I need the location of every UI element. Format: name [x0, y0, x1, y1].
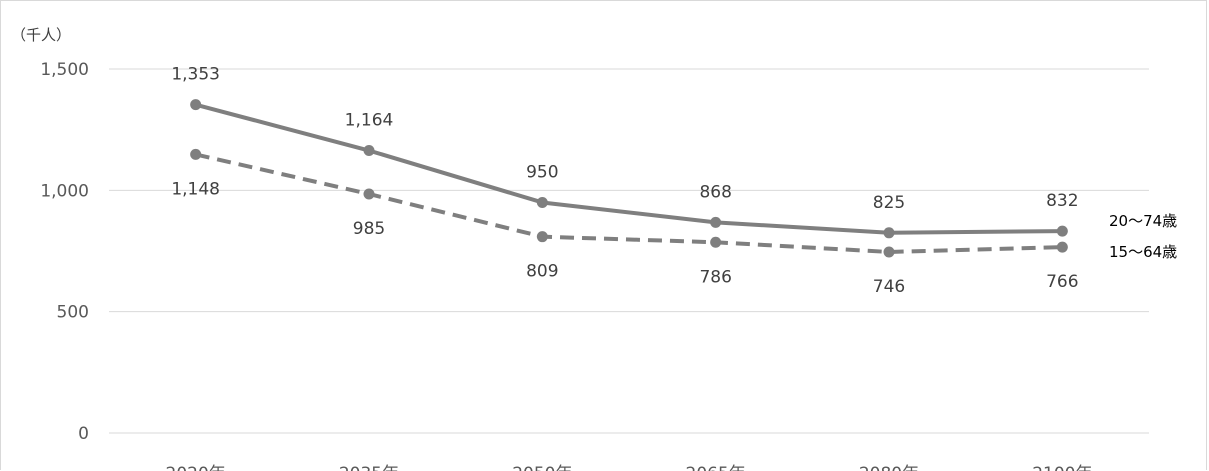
data-label: 868 [699, 182, 731, 202]
data-point [190, 99, 202, 111]
x-tick-label: 2050年 [512, 464, 572, 471]
data-point [710, 236, 722, 248]
y-tick-label: 500 [57, 303, 89, 323]
legend: 20～74歳 15～64歳 [1109, 212, 1177, 261]
data-label: 1,353 [171, 65, 220, 85]
data-point [883, 227, 895, 239]
data-point [363, 145, 375, 157]
y-axis-ticks: 0 500 1,000 1,500 [40, 60, 89, 444]
data-label: 766 [1046, 272, 1078, 292]
x-axis-ticks: 2020年 2035年 2050年 2065年 2080年 2100年 [166, 464, 1093, 471]
y-unit-label: （千人） [11, 26, 71, 44]
data-label: 809 [526, 262, 558, 282]
y-tick-label: 1,500 [40, 60, 89, 80]
y-tick-label: 0 [78, 424, 89, 444]
data-point [536, 231, 548, 243]
data-point [1056, 241, 1068, 253]
data-label: 825 [873, 193, 905, 213]
x-tick-label: 2020年 [166, 464, 226, 471]
data-label: 832 [1046, 191, 1078, 211]
data-label: 950 [526, 162, 558, 182]
data-label: 746 [873, 277, 905, 297]
data-point [536, 196, 548, 208]
data-point [883, 246, 895, 258]
x-tick-label: 2080年 [859, 464, 919, 471]
data-labels: 1,353 1,164 950 868 825 832 1,148 985 809 786 746 7… [171, 65, 1078, 297]
legend-entry: 15～64歳 [1109, 243, 1177, 261]
legend-entry: 20～74歳 [1109, 212, 1177, 230]
data-label: 1,164 [345, 111, 394, 131]
x-tick-label: 2035年 [339, 464, 399, 471]
data-point [363, 188, 375, 200]
data-label: 1,148 [171, 179, 220, 199]
data-point [710, 216, 722, 228]
gridlines [109, 68, 1149, 434]
data-point [1056, 225, 1068, 237]
data-point [190, 148, 202, 160]
x-tick-label: 2065年 [686, 464, 746, 471]
y-tick-label: 1,000 [40, 181, 89, 201]
data-label: 786 [699, 267, 731, 287]
series-line-1 [195, 152, 1063, 254]
x-tick-label: 2100年 [1032, 464, 1092, 471]
series-line-0 [195, 102, 1063, 235]
data-label: 985 [353, 219, 385, 239]
series-layer [190, 99, 1068, 258]
